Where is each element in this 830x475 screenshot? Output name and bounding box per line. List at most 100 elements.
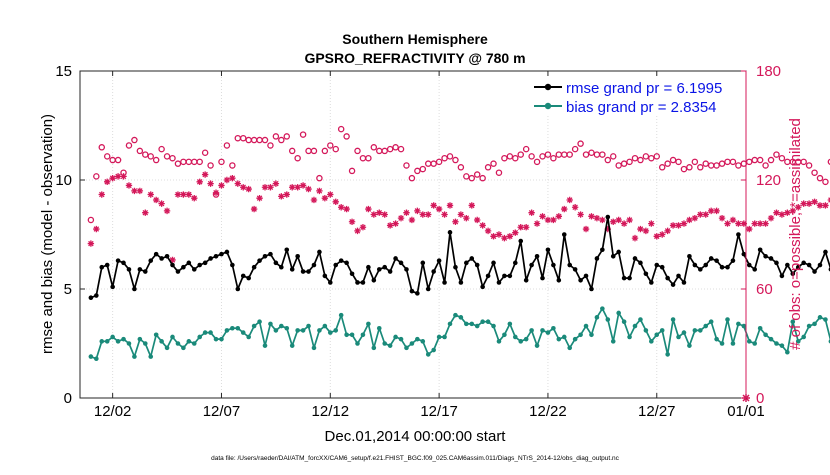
assimilated-point bbox=[571, 204, 579, 211]
possible-point bbox=[550, 154, 557, 162]
chart-subtitle: GPSRO_REFRACTIVITY @ 780 m bbox=[304, 50, 525, 66]
assimilated-point bbox=[707, 207, 715, 215]
assimilated-point bbox=[386, 222, 394, 229]
rmse-point bbox=[670, 282, 676, 287]
series-assimilated bbox=[87, 171, 830, 264]
assimilated-point bbox=[773, 209, 780, 216]
bias-point bbox=[371, 345, 377, 351]
assimilated-point bbox=[680, 220, 688, 227]
rmse-point bbox=[605, 214, 611, 220]
possible-point bbox=[746, 158, 753, 166]
assimilated-point bbox=[125, 182, 133, 189]
bias-point bbox=[213, 336, 219, 342]
rmse-point bbox=[768, 256, 774, 261]
y-axis-right-label: # of obs: o=possible; *=assimilated bbox=[787, 118, 804, 350]
possible-point bbox=[147, 153, 154, 160]
possible-point bbox=[495, 169, 503, 176]
bias-point bbox=[170, 334, 175, 340]
bias-point bbox=[311, 345, 317, 351]
rmse-point bbox=[534, 253, 540, 259]
possible-point bbox=[381, 147, 388, 155]
assimilated-point bbox=[321, 194, 329, 202]
assimilated-point bbox=[463, 214, 470, 222]
series-rmse bbox=[88, 214, 830, 301]
rmse-point bbox=[360, 280, 366, 285]
bias-point bbox=[121, 336, 126, 342]
bias-point bbox=[551, 325, 556, 331]
rmse-point bbox=[240, 273, 246, 279]
rmse-point bbox=[338, 258, 344, 263]
rmse-point bbox=[219, 251, 224, 257]
possible-point bbox=[392, 144, 399, 151]
assimilated-point bbox=[789, 207, 796, 215]
rmse-point bbox=[317, 249, 322, 255]
bias-point bbox=[741, 323, 747, 329]
assimilated-point bbox=[599, 216, 606, 224]
possible-point bbox=[473, 171, 481, 178]
bias-point bbox=[425, 352, 431, 357]
rmse-point bbox=[730, 258, 736, 263]
assimilated-point bbox=[669, 222, 677, 229]
rmse-point bbox=[355, 280, 360, 285]
legend-rmse-label: rmse grand pr = 6.1995 bbox=[566, 80, 722, 97]
rmse-point bbox=[132, 286, 137, 292]
rmse-point bbox=[442, 280, 447, 285]
rmse-point bbox=[273, 260, 279, 266]
bias-point bbox=[344, 332, 349, 338]
rmse-point bbox=[790, 271, 796, 277]
rmse-point bbox=[447, 230, 453, 235]
rmse-point bbox=[551, 262, 556, 268]
assimilated-point bbox=[278, 193, 285, 200]
assimilated-point bbox=[120, 173, 127, 180]
rmse-point bbox=[659, 264, 665, 270]
possible-point bbox=[93, 173, 100, 180]
bias-point bbox=[600, 306, 605, 311]
assimilated-point bbox=[234, 180, 241, 187]
possible-point bbox=[321, 147, 329, 155]
rmse-point bbox=[213, 253, 219, 259]
possible-point bbox=[484, 164, 492, 171]
assimilated-point bbox=[163, 207, 171, 215]
series-possible bbox=[87, 125, 830, 224]
possible-point bbox=[223, 142, 231, 149]
rmse-point bbox=[697, 267, 703, 272]
rmse-point bbox=[224, 249, 230, 255]
bias-point bbox=[453, 312, 458, 318]
possible-point bbox=[669, 156, 677, 164]
rmse-point bbox=[649, 280, 654, 285]
bias-point bbox=[317, 328, 322, 333]
assimilated-point bbox=[593, 214, 601, 222]
bias-point bbox=[376, 325, 382, 331]
bias-point bbox=[714, 336, 719, 342]
bias-point bbox=[687, 343, 692, 348]
assimilated-point bbox=[93, 225, 100, 233]
possible-point bbox=[403, 162, 410, 169]
rmse-point bbox=[627, 275, 632, 281]
possible-point bbox=[648, 154, 655, 162]
assimilated-point bbox=[261, 184, 269, 191]
assimilated-point bbox=[517, 224, 524, 231]
chart-title: Southern Hemisphere bbox=[342, 31, 488, 47]
bias-point bbox=[627, 334, 632, 340]
rmse-point bbox=[785, 262, 790, 268]
assimilated-point bbox=[425, 211, 432, 218]
rmse-point bbox=[643, 271, 649, 277]
assimilated-point bbox=[610, 218, 617, 225]
possible-point bbox=[163, 153, 171, 160]
rmse-point bbox=[719, 264, 725, 270]
assimilated-point bbox=[348, 218, 356, 225]
rmse-point bbox=[409, 288, 415, 294]
possible-point bbox=[599, 151, 606, 158]
assimilated-point bbox=[419, 211, 426, 218]
assimilated-point bbox=[142, 209, 149, 216]
rmse-point bbox=[567, 262, 573, 268]
possible-point bbox=[201, 149, 209, 156]
possible-point bbox=[408, 174, 416, 182]
possible-point bbox=[800, 158, 807, 166]
rmse-point bbox=[387, 269, 393, 274]
rmse-point bbox=[202, 260, 208, 266]
rmse-point bbox=[333, 262, 339, 268]
rmse-point bbox=[295, 253, 300, 259]
bias-point bbox=[246, 334, 251, 340]
